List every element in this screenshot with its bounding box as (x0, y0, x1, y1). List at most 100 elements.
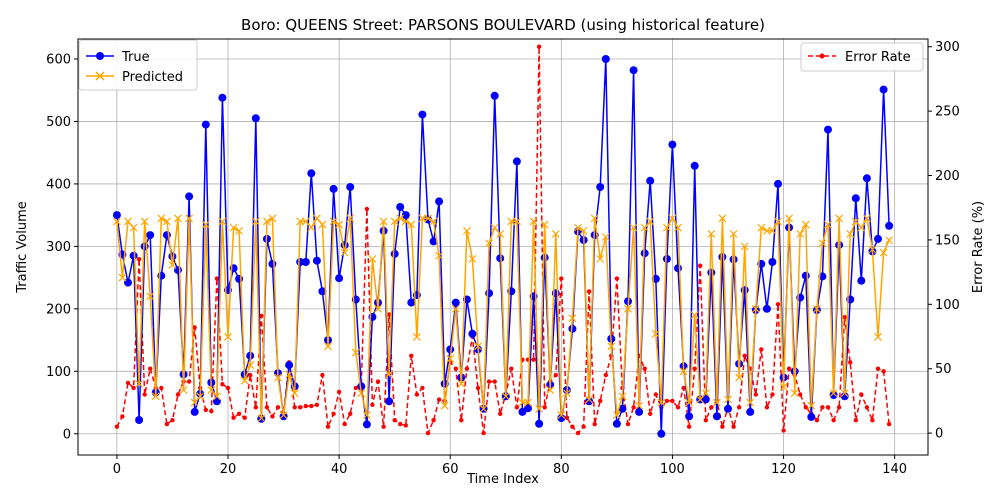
y2-tick-label: 300 (935, 40, 960, 55)
data-point-error-rate (881, 369, 886, 374)
data-point-predicted (190, 398, 199, 407)
y2-tick-label: 0 (935, 427, 943, 442)
data-point-predicted (740, 242, 749, 251)
data-point-error-rate (653, 392, 658, 397)
data-point-error-rate (403, 423, 408, 428)
data-point-error-rate (175, 392, 181, 397)
data-point-predicted (796, 229, 805, 238)
data-point-predicted (424, 214, 432, 223)
data-point-error-rate (786, 366, 792, 371)
y2-axis-label: Error Rate (%) (971, 201, 986, 293)
data-point-predicted (329, 217, 338, 226)
x-tick-label: 140 (882, 462, 907, 477)
data-point-true (235, 274, 244, 283)
data-point-error-rate (825, 405, 831, 410)
y2-tick-label: 150 (935, 233, 960, 248)
data-point-true (762, 304, 771, 313)
data-point-predicted (268, 214, 277, 223)
data-point-predicted (640, 223, 649, 232)
data-point-predicted (246, 361, 255, 369)
data-point-predicted (129, 223, 138, 232)
data-point-predicted (274, 373, 282, 382)
data-point-predicted (335, 220, 344, 229)
data-point-true (601, 55, 610, 63)
data-point-predicted (590, 214, 599, 223)
y-tick-label: 400 (46, 177, 71, 192)
data-point-predicted (162, 217, 171, 226)
data-point-predicted (435, 251, 444, 260)
data-point-error-rate (214, 276, 220, 281)
data-point-error-rate (159, 385, 164, 391)
data-point-true (396, 203, 405, 211)
data-point-error-rate (431, 418, 436, 423)
data-point-error-rate (475, 385, 481, 391)
data-point-error-rate (225, 385, 231, 391)
data-point-error-rate (814, 418, 820, 423)
data-point-true (451, 298, 460, 307)
data-point-error-rate (820, 405, 825, 410)
data-point-predicted (685, 398, 694, 407)
data-point-predicted (601, 233, 610, 241)
data-point-true (218, 93, 227, 102)
data-point-predicted (568, 314, 577, 323)
data-point-predicted (312, 214, 321, 223)
data-point-predicted (574, 223, 582, 232)
data-point-error-rate (303, 403, 308, 409)
data-point-true (129, 251, 138, 260)
data-point-true (801, 271, 810, 280)
data-point-true (385, 397, 394, 406)
data-point-predicted (785, 214, 794, 223)
data-point-predicted (646, 217, 655, 226)
data-point-predicted (318, 220, 327, 229)
data-point-true (768, 258, 777, 266)
data-point-predicted (379, 217, 388, 226)
data-point-predicted (385, 370, 394, 379)
data-point-error-rate (370, 402, 375, 407)
ticks: 0 20 40 60 80 100 120 140 0 100 200 300 400 500 600 0 50… (46, 40, 960, 477)
data-point-true (618, 404, 627, 413)
data-point-true (629, 66, 638, 75)
data-point-predicted (307, 223, 316, 232)
data-point-error-rate (603, 372, 608, 378)
data-point-error-rate (131, 385, 136, 391)
data-point-predicted (857, 223, 866, 232)
data-point-true (418, 110, 427, 119)
data-point-true (435, 197, 444, 206)
data-point-error-rate (686, 424, 692, 429)
data-point-predicted (718, 214, 727, 223)
data-point-error-rate (642, 366, 647, 371)
data-point-error-rate (859, 392, 864, 397)
data-point-error-rate (192, 325, 197, 330)
data-point-true (407, 298, 416, 307)
data-point-true (718, 253, 727, 261)
data-point-error-rate (592, 421, 597, 427)
y-tick-label: 500 (46, 115, 71, 130)
data-point-predicted (762, 226, 771, 235)
data-point-predicted (551, 229, 560, 238)
data-point-true (568, 324, 577, 333)
data-point-predicted (679, 367, 688, 376)
data-point-true (279, 412, 288, 421)
data-point-true (668, 140, 677, 149)
data-point-predicted (462, 226, 471, 235)
data-point-predicted (707, 229, 716, 238)
data-point-error-rate (536, 44, 542, 49)
data-point-error-rate (209, 409, 214, 414)
y-tick-label: 200 (46, 302, 71, 317)
data-point-error-rate (759, 347, 764, 352)
data-point-predicted (540, 220, 549, 229)
data-point-predicted (579, 226, 588, 235)
data-point-error-rate (331, 411, 336, 416)
data-point-error-rate (298, 405, 303, 410)
data-point-true (490, 91, 499, 100)
data-point-error-rate (614, 276, 620, 281)
legend-error-label: Error Rate (845, 50, 911, 65)
data-point-error-rate (275, 405, 281, 410)
data-point-error-rate (420, 385, 425, 391)
data-point-predicted (324, 342, 332, 351)
data-point-error-rate (586, 289, 592, 294)
data-point-true (857, 276, 866, 285)
legend-predicted-marker (95, 71, 105, 81)
data-point-error-rate (864, 405, 870, 410)
data-point-true (829, 391, 838, 399)
